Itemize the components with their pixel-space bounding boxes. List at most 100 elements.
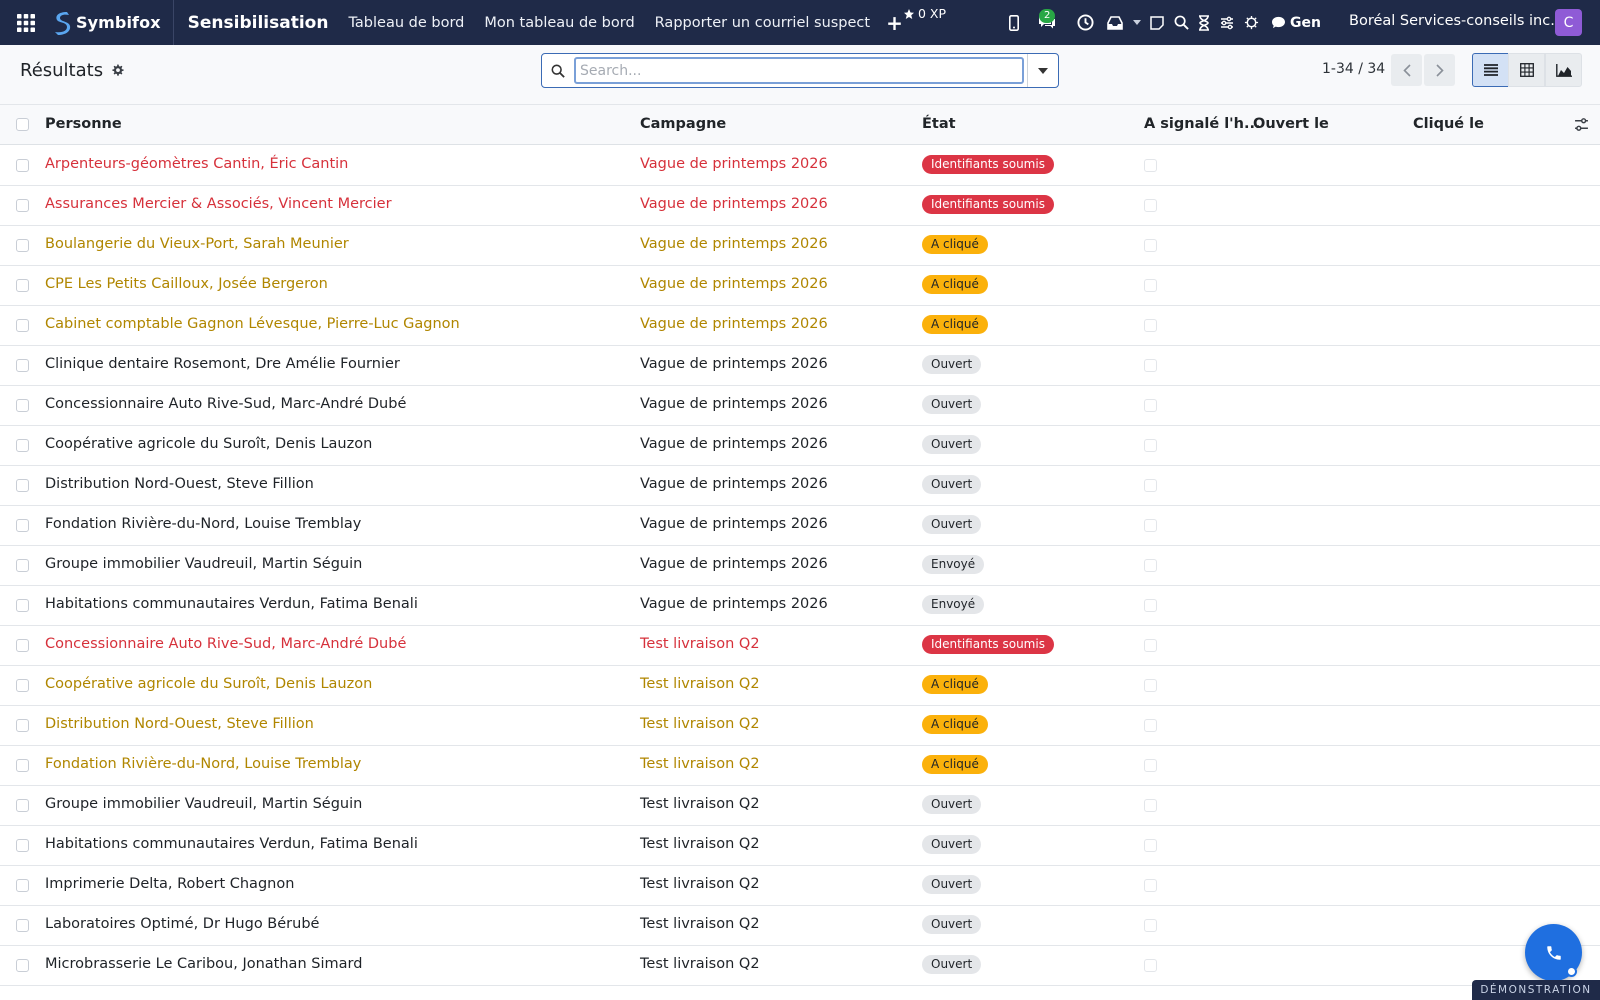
header-clique-le[interactable]: Cliqué le [1413, 116, 1484, 132]
person-cell: Groupe immobilier Vaudreuil, Martin Ségu… [45, 796, 363, 812]
header-campagne[interactable]: Campagne [640, 116, 727, 132]
avatar-letter: C [1563, 14, 1574, 31]
row-checkbox[interactable] [16, 719, 29, 732]
status-badge: Identifiants soumis [922, 635, 1054, 654]
phone-icon [1546, 945, 1561, 960]
reported-checkbox [1144, 799, 1157, 812]
grid-view-button[interactable] [1508, 53, 1545, 87]
note-icon[interactable] [1145, 0, 1169, 45]
row-checkbox[interactable] [16, 199, 29, 212]
row-checkbox[interactable] [16, 759, 29, 772]
table-row[interactable]: Habitations communautaires Verdun, Fatim… [0, 586, 1600, 626]
graph-view-button[interactable] [1545, 53, 1582, 87]
row-checkbox[interactable] [16, 279, 29, 292]
table-row[interactable]: Imprimerie Delta, Robert Chagnon Test liv… [0, 866, 1600, 906]
row-checkbox[interactable] [16, 519, 29, 532]
reported-checkbox [1144, 199, 1157, 212]
table-row[interactable]: Concessionnaire Auto Rive-Sud, Marc-Andr… [0, 626, 1600, 666]
pager-next-button[interactable] [1424, 54, 1455, 86]
row-checkbox[interactable] [16, 679, 29, 692]
campaign-cell: Test livraison Q2 [640, 956, 760, 972]
row-checkbox[interactable] [16, 959, 29, 972]
caret-down-icon[interactable] [1129, 0, 1145, 45]
search-input[interactable] [574, 57, 1024, 84]
module-title[interactable]: Sensibilisation [187, 12, 329, 33]
table-row[interactable]: Concessionnaire Auto Rive-Sud, Marc-Andr… [0, 386, 1600, 426]
table-row[interactable]: Fondation Rivière-du-Nord, Louise Trembl… [0, 506, 1600, 546]
person-cell: CPE Les Petits Cailloux, Josée Bergeron [45, 276, 328, 292]
row-checkbox[interactable] [16, 919, 29, 932]
gear-icon[interactable] [111, 64, 124, 77]
row-checkbox[interactable] [16, 319, 29, 332]
status-badge: Ouvert [922, 475, 982, 494]
row-checkbox[interactable] [16, 599, 29, 612]
search-icon[interactable] [1169, 0, 1193, 45]
row-checkbox[interactable] [16, 359, 29, 372]
reported-checkbox [1144, 159, 1157, 172]
gen-button[interactable]: Gen [1271, 15, 1321, 31]
table-row[interactable]: Coopérative agricole du Suroît, Denis La… [0, 666, 1600, 706]
table-row[interactable]: Cabinet comptable Gagnon Lévesque, Pierr… [0, 306, 1600, 346]
table-row[interactable]: Arpenteurs-géomètres Cantin, Éric Cantin… [0, 146, 1600, 186]
status-badge: A cliqué [922, 715, 988, 734]
comment-icon [1272, 16, 1285, 29]
menu-mon-tableau-de-bord[interactable]: Mon tableau de bord [484, 14, 635, 31]
sliders-icon[interactable] [1215, 0, 1239, 45]
bug-icon[interactable] [1239, 0, 1263, 45]
header-etat[interactable]: État [922, 116, 956, 132]
brand-name: Symbifox [76, 13, 161, 32]
search-options-toggle[interactable] [1027, 54, 1058, 87]
row-checkbox[interactable] [16, 639, 29, 652]
inbox-icon[interactable] [1101, 0, 1129, 45]
apps-menu-icon[interactable] [0, 0, 52, 45]
pager-previous-button[interactable] [1391, 54, 1422, 86]
person-cell: Habitations communautaires Verdun, Fatim… [45, 836, 418, 852]
list-view-button[interactable] [1472, 53, 1509, 87]
row-checkbox[interactable] [16, 559, 29, 572]
row-checkbox[interactable] [16, 799, 29, 812]
row-checkbox[interactable] [16, 879, 29, 892]
menu-tableau-de-bord[interactable]: Tableau de bord [348, 14, 465, 31]
campaign-cell: Vague de printemps 2026 [640, 396, 828, 412]
xp-counter[interactable]: 0 XP [903, 6, 946, 21]
table-row[interactable]: Groupe immobilier Vaudreuil, Martin Ségu… [0, 546, 1600, 586]
person-cell: Imprimerie Delta, Robert Chagnon [45, 876, 295, 892]
table-row[interactable]: Fondation Rivière-du-Nord, Louise Trembl… [0, 746, 1600, 786]
clock-icon[interactable] [1069, 0, 1101, 45]
table-row[interactable]: Laboratoires Optimé, Dr Hugo Bérubé Test … [0, 906, 1600, 946]
table-row[interactable]: Boulangerie du Vieux-Port, Sarah Meunier… [0, 226, 1600, 266]
user-avatar[interactable]: C [1555, 9, 1582, 36]
hourglass-icon[interactable] [1193, 0, 1215, 45]
table-row[interactable]: Distribution Nord-Ouest, Steve Fillion Va… [0, 466, 1600, 506]
select-all-checkbox[interactable] [16, 118, 29, 131]
search-icon[interactable] [542, 64, 574, 78]
row-checkbox[interactable] [16, 439, 29, 452]
row-checkbox[interactable] [16, 479, 29, 492]
table-row[interactable]: Clinique dentaire Rosemont, Dre Amélie F… [0, 346, 1600, 386]
table-row[interactable]: CPE Les Petits Cailloux, Josée Bergeron V… [0, 266, 1600, 306]
campaign-cell: Vague de printemps 2026 [640, 236, 828, 252]
brand-logo[interactable]: Symbifox [52, 0, 174, 45]
campaign-cell: Vague de printemps 2026 [640, 476, 828, 492]
menu-rapporter-courriel[interactable]: Rapporter un courriel suspect [654, 14, 871, 31]
row-checkbox[interactable] [16, 239, 29, 252]
table-row[interactable]: Distribution Nord-Ouest, Steve Fillion Te… [0, 706, 1600, 746]
chat-icon[interactable]: 2 [1025, 0, 1069, 45]
company-switcher[interactable]: Boréal Services-conseils inc. [1349, 13, 1555, 29]
row-checkbox[interactable] [16, 399, 29, 412]
table-row[interactable]: Assurances Mercier & Associés, Vincent M… [0, 186, 1600, 226]
header-ouvert-le[interactable]: Ouvert le [1253, 116, 1329, 132]
row-checkbox[interactable] [16, 159, 29, 172]
table-row[interactable]: Groupe immobilier Vaudreuil, Martin Ségu… [0, 786, 1600, 826]
pager-value[interactable]: 1-34 / 34 [1322, 61, 1386, 77]
header-personne[interactable]: Personne [45, 116, 122, 132]
column-settings-icon[interactable] [1574, 117, 1589, 136]
add-menu-icon[interactable]: + [886, 10, 903, 35]
row-checkbox[interactable] [16, 839, 29, 852]
table-row[interactable]: Coopérative agricole du Suroît, Denis La… [0, 426, 1600, 466]
table-row[interactable]: Habitations communautaires Verdun, Fatim… [0, 826, 1600, 866]
table-row[interactable]: Microbrasserie Le Caribou, Jonathan Sima… [0, 946, 1600, 986]
mobile-icon[interactable] [1003, 0, 1025, 45]
header-signale[interactable]: A signalé l'h... [1144, 116, 1261, 132]
status-badge: Envoyé [922, 555, 985, 574]
